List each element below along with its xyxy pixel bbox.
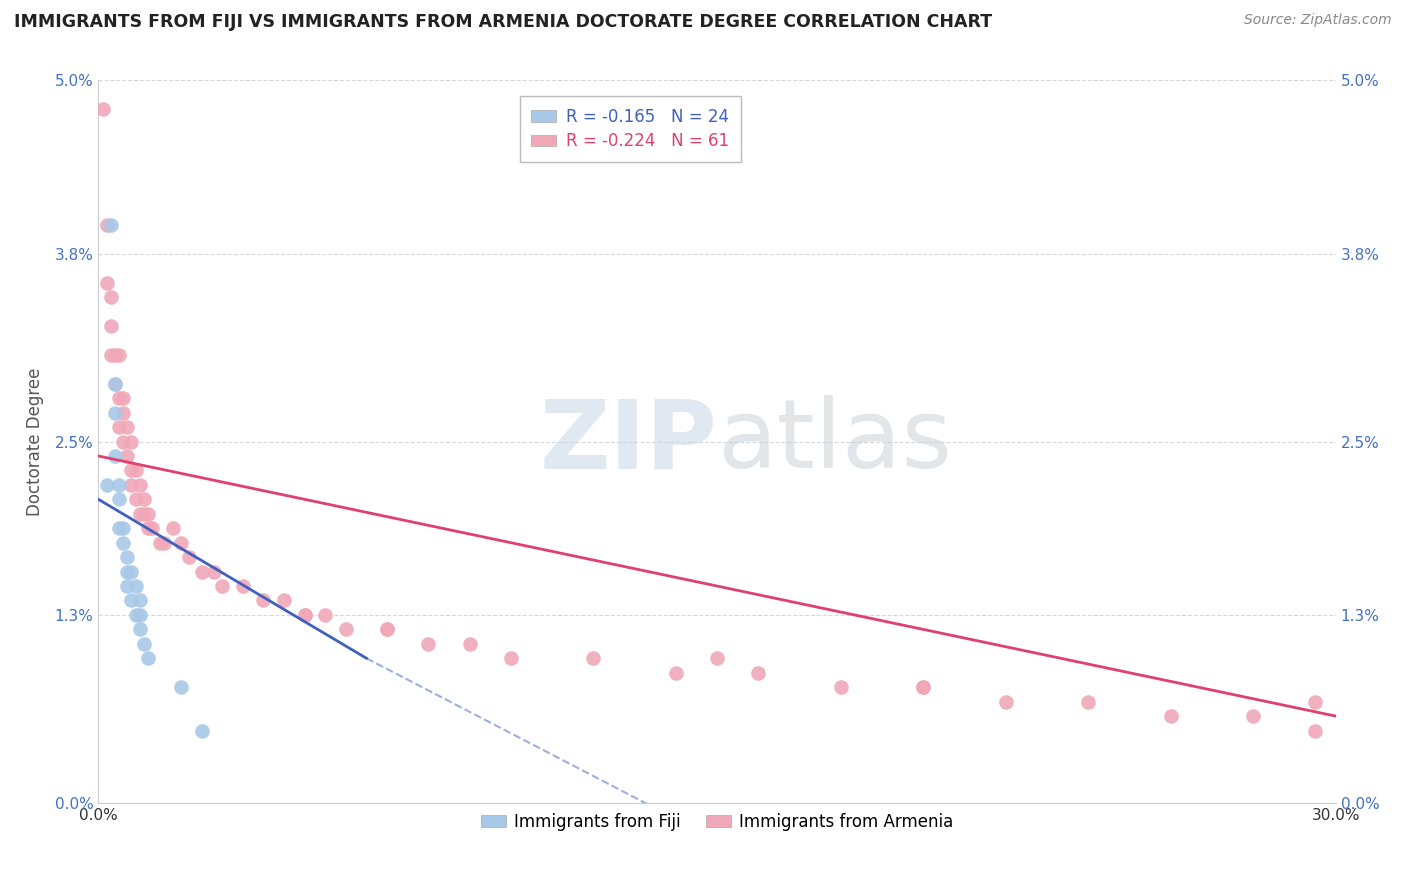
- Point: [170, 535, 193, 549]
- Point: [91, 102, 114, 116]
- Point: [179, 550, 201, 565]
- Point: [1303, 723, 1326, 738]
- Point: [124, 492, 146, 507]
- Point: [294, 607, 316, 622]
- Point: [706, 651, 728, 665]
- Point: [499, 651, 522, 665]
- Point: [132, 492, 155, 507]
- Point: [132, 507, 155, 521]
- Point: [830, 680, 852, 694]
- Point: [104, 376, 127, 391]
- Point: [108, 420, 131, 434]
- Point: [100, 318, 122, 333]
- Point: [120, 434, 142, 449]
- Point: [112, 434, 135, 449]
- Point: [96, 276, 118, 290]
- Point: [108, 492, 131, 507]
- Point: [112, 535, 135, 549]
- Point: [104, 449, 127, 463]
- Point: [128, 507, 150, 521]
- Point: [112, 521, 135, 535]
- Point: [162, 521, 184, 535]
- Point: [120, 565, 142, 579]
- Point: [108, 348, 131, 362]
- Point: [117, 550, 139, 565]
- Point: [128, 478, 150, 492]
- Text: ZIP: ZIP: [538, 395, 717, 488]
- Point: [232, 579, 254, 593]
- Point: [190, 565, 212, 579]
- Point: [153, 535, 176, 549]
- Point: [375, 623, 398, 637]
- Point: [418, 637, 440, 651]
- Point: [1303, 695, 1326, 709]
- Point: [100, 348, 122, 362]
- Point: [136, 507, 159, 521]
- Point: [1160, 709, 1182, 723]
- Point: [96, 218, 118, 232]
- Point: [112, 406, 135, 420]
- Point: [994, 695, 1017, 709]
- Point: [1241, 709, 1264, 723]
- Point: [124, 579, 146, 593]
- Point: [458, 637, 481, 651]
- Point: [912, 680, 935, 694]
- Y-axis label: Doctorate Degree: Doctorate Degree: [25, 368, 44, 516]
- Point: [128, 593, 150, 607]
- Point: [149, 535, 172, 549]
- Point: [747, 665, 769, 680]
- Text: Source: ZipAtlas.com: Source: ZipAtlas.com: [1244, 13, 1392, 28]
- Point: [104, 348, 127, 362]
- Point: [100, 290, 122, 304]
- Point: [108, 521, 131, 535]
- Text: atlas: atlas: [717, 395, 952, 488]
- Point: [665, 665, 688, 680]
- Point: [170, 680, 193, 694]
- Point: [104, 376, 127, 391]
- Text: IMMIGRANTS FROM FIJI VS IMMIGRANTS FROM ARMENIA DOCTORATE DEGREE CORRELATION CHA: IMMIGRANTS FROM FIJI VS IMMIGRANTS FROM …: [14, 13, 993, 31]
- Point: [120, 593, 142, 607]
- Point: [112, 391, 135, 405]
- Point: [132, 637, 155, 651]
- Point: [141, 521, 163, 535]
- Point: [294, 607, 316, 622]
- Point: [108, 478, 131, 492]
- Point: [117, 449, 139, 463]
- Point: [1077, 695, 1099, 709]
- Point: [120, 463, 142, 477]
- Legend: Immigrants from Fiji, Immigrants from Armenia: Immigrants from Fiji, Immigrants from Ar…: [474, 806, 960, 838]
- Point: [96, 478, 118, 492]
- Point: [136, 521, 159, 535]
- Point: [120, 478, 142, 492]
- Point: [128, 623, 150, 637]
- Point: [375, 623, 398, 637]
- Point: [117, 579, 139, 593]
- Point: [314, 607, 336, 622]
- Point: [335, 623, 357, 637]
- Point: [124, 607, 146, 622]
- Point: [128, 607, 150, 622]
- Point: [136, 651, 159, 665]
- Point: [211, 579, 233, 593]
- Point: [108, 391, 131, 405]
- Point: [912, 680, 935, 694]
- Point: [100, 218, 122, 232]
- Point: [117, 565, 139, 579]
- Point: [273, 593, 295, 607]
- Point: [104, 406, 127, 420]
- Point: [190, 723, 212, 738]
- Point: [117, 420, 139, 434]
- Point: [202, 565, 225, 579]
- Point: [582, 651, 605, 665]
- Point: [124, 463, 146, 477]
- Point: [252, 593, 274, 607]
